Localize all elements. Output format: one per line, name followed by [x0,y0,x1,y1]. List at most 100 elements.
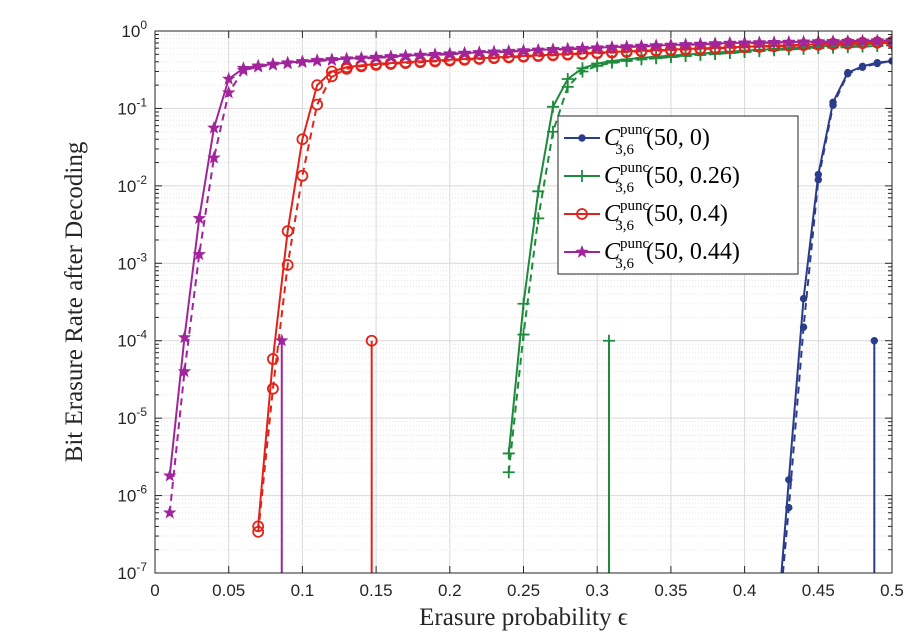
data-point [575,41,590,54]
data-point [561,41,575,55]
data-point [858,62,867,71]
y-tick-label: 10-6 [117,483,147,506]
legend: Cpunc 3,6 (50, 0)Cpunc 3,6 (50, 0.26)Cpunc 3,… [557,115,799,275]
x-tick-label: 0.2 [438,581,462,600]
data-point [267,353,279,365]
data-point [873,58,881,67]
data-point [650,50,663,63]
legend-label: Cpunc 3,6 (50, 0) [604,122,710,158]
data-point [251,58,265,72]
x-tick-label: 0.35 [654,581,687,600]
data-point [844,68,852,77]
data-point [737,35,752,49]
data-point [177,330,192,344]
data-point [236,61,251,74]
data-point [163,505,177,519]
data-point [605,40,619,53]
legend-entry: Cpunc 3,6 (50, 0.26) [564,160,740,196]
data-point [428,47,442,61]
data-point [384,49,398,63]
y-tick-label: 10-5 [117,405,147,428]
data-point [517,297,530,310]
data-point [502,447,515,460]
data-point [576,62,589,75]
data-point [192,211,206,225]
legend-entry: Cpunc 3,6 (50, 0.4) [564,198,728,234]
data-point [267,382,279,395]
data-point [487,44,501,58]
data-point [591,57,604,70]
data-point [207,120,221,134]
data-point [546,100,559,113]
data-point [472,45,486,59]
data-point [678,37,693,51]
data-point [546,42,560,56]
series-0 [780,57,892,573]
data-point [502,44,516,57]
legend-box [557,115,799,275]
data-point [531,42,545,56]
x-tick-label: 0.25 [507,581,540,600]
data-point [576,170,588,182]
data-point [457,45,472,59]
data-point [281,259,294,271]
data-point [163,468,177,482]
data-point [310,53,324,66]
data-point [516,43,531,57]
data-point [767,35,781,48]
data-point [870,33,884,47]
data-point [796,34,811,48]
data-point [576,208,588,220]
data-point [413,47,428,61]
data-point [826,34,840,48]
data-point [502,466,515,479]
data-point [177,364,192,378]
data-point [799,294,808,303]
data-point [339,51,354,65]
x-tick-label: 0 [150,581,159,600]
data-point [693,36,708,50]
data-point [280,55,295,69]
plot-area [163,33,892,573]
data-point [398,48,413,62]
data-point [649,38,663,52]
data-point [708,36,722,50]
data-point [575,244,589,258]
data-point [634,38,649,52]
data-point [620,53,633,66]
data-point [723,35,737,49]
y-tick-label: 10-7 [117,560,147,583]
data-point [814,170,822,179]
data-point [369,50,383,63]
x-tick-label: 0.5 [880,581,904,600]
y-tick-label: 10-4 [117,328,147,351]
data-point [443,46,457,60]
data-point [295,54,310,68]
axes: 0 0.05 0.1 0.15 0.2 0.25 0.3 0.35 0.4 0.45 0.5 10-7… [117,18,903,600]
data-point [252,520,265,533]
data-point [325,65,338,78]
x-tick-label: 0.05 [212,581,245,600]
data-point [311,79,324,92]
data-point [635,51,648,64]
x-tick-label: 0.15 [360,581,393,600]
y-axis-title: Bit Erasure Rate after Decoding [61,141,88,462]
x-tick-label: 0.3 [585,581,609,600]
y-tick-label: 10-3 [117,250,147,273]
data-point [365,334,378,347]
series-3 [163,33,892,573]
data-point [281,225,294,238]
data-point [325,52,339,66]
x-tick-label: 0.1 [291,581,315,600]
data-point [829,98,837,106]
y-tick-label: 100 [121,18,147,41]
data-point [590,40,604,54]
data-point [532,185,545,198]
data-point [602,334,615,347]
y-tick-label: 10-1 [117,95,147,118]
x-tick-label: 0.4 [733,581,757,600]
data-point [561,72,574,85]
data-point [266,56,280,70]
data-point [855,33,870,47]
